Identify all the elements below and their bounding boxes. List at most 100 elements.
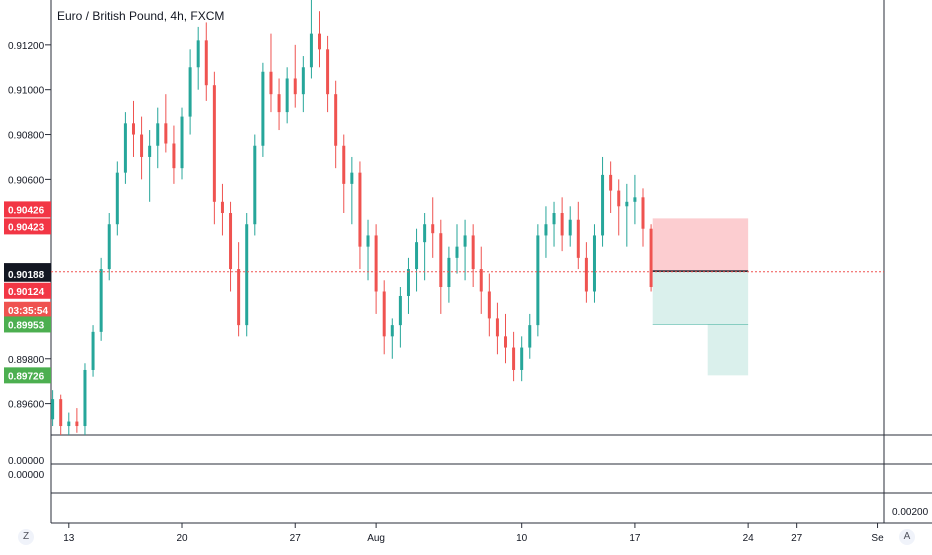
candle (269, 71, 273, 95)
candle (59, 399, 63, 427)
x-tick-label: 13 (63, 533, 75, 544)
candle (334, 94, 338, 146)
candle (568, 219, 572, 236)
candle (67, 421, 71, 427)
candle (245, 224, 249, 326)
candle (544, 224, 548, 236)
candle (196, 40, 200, 68)
candle (633, 197, 637, 202)
candle (75, 421, 79, 427)
candle (115, 172, 119, 225)
candle (398, 295, 402, 326)
candle (649, 228, 653, 288)
candle (609, 174, 613, 191)
candle (123, 123, 127, 173)
candle (374, 235, 378, 292)
candle (277, 94, 281, 113)
x-tick-label: Se (871, 533, 884, 544)
candle (180, 116, 184, 169)
y-tick-label: 0.89800 (8, 355, 45, 366)
candle (204, 40, 208, 86)
y-tick-label: 0.89600 (8, 400, 45, 411)
candle (148, 145, 152, 157)
position-tool[interactable] (652, 218, 749, 376)
target-price-label-2: 0.89726 (8, 371, 45, 382)
target-price-label: 0.89953 (8, 320, 45, 331)
candle (504, 336, 508, 348)
candle (91, 331, 95, 370)
candle (350, 172, 354, 184)
indicator-panes: 0.00000 0.00000 0.00200 (8, 0, 932, 524)
bid-price-label: 0.90124 (8, 287, 45, 298)
candle (326, 49, 330, 95)
candle (253, 145, 257, 225)
pane1-value: 0.00000 (8, 456, 45, 467)
last-price-label: 0.90188 (8, 270, 45, 281)
candle (261, 71, 265, 146)
price-axis-ticks: 0.91200 0.91000 0.90800 0.90600 0.89800 0.896… (8, 41, 51, 411)
candle (431, 224, 435, 234)
pane3-value: 0.00200 (892, 507, 929, 518)
target-zone (652, 271, 749, 325)
candle (625, 201, 629, 207)
candle (285, 78, 289, 113)
candle (212, 85, 216, 202)
target-price-label-bg (4, 316, 51, 333)
candle (423, 224, 427, 243)
candle (237, 269, 241, 326)
candle (390, 325, 394, 337)
candle (455, 246, 459, 258)
pane2-value: 0.00000 (8, 470, 45, 481)
x-tick-label: 20 (176, 533, 188, 544)
candle (601, 174, 605, 236)
candle (366, 235, 370, 247)
candle (447, 257, 451, 288)
bracket-top-label: 0.90426 (8, 205, 45, 216)
candle (342, 145, 346, 184)
bid-price-label-bg (4, 282, 51, 299)
candle (520, 347, 524, 370)
timezone-button[interactable]: Z (18, 529, 34, 545)
candle (584, 257, 588, 292)
candle (479, 269, 483, 292)
candle (229, 213, 233, 270)
auto-scale-button[interactable]: A (899, 529, 915, 545)
stop-zone (652, 218, 749, 272)
candle (156, 123, 160, 146)
candle (617, 190, 621, 207)
candle (220, 201, 224, 214)
bracket-top-label-2: 0.90423 (8, 222, 45, 233)
candle (471, 235, 475, 270)
candle (172, 143, 176, 169)
candle (318, 33, 322, 50)
candle (131, 123, 135, 135)
candle (140, 134, 144, 157)
candle (293, 78, 297, 95)
y-tick-label: 0.91200 (8, 41, 45, 52)
target-price-label-2-bg (4, 367, 51, 384)
bracket-top-label-bg (4, 201, 51, 218)
candle (495, 318, 499, 337)
last-price-label-bg (4, 265, 51, 282)
candle (415, 242, 419, 270)
y-tick-label: 0.90600 (8, 175, 45, 186)
x-tick-label: 27 (791, 533, 803, 544)
candle (592, 235, 596, 292)
candle (576, 219, 580, 258)
candle (164, 123, 168, 144)
candle (552, 213, 556, 225)
target-zone-extended (707, 324, 749, 376)
candle (487, 291, 491, 319)
candle (107, 224, 111, 270)
candle (528, 325, 532, 348)
x-tick-label: 17 (629, 533, 641, 544)
candle (439, 233, 443, 288)
candle (560, 213, 564, 236)
candle (301, 67, 305, 95)
candle-countdown-bg (4, 301, 51, 318)
price-labels: 0.904260.904230.901910.901880.9012403:35… (4, 201, 51, 384)
candle (188, 67, 192, 117)
candle-countdown: 03:35:54 (8, 306, 48, 317)
